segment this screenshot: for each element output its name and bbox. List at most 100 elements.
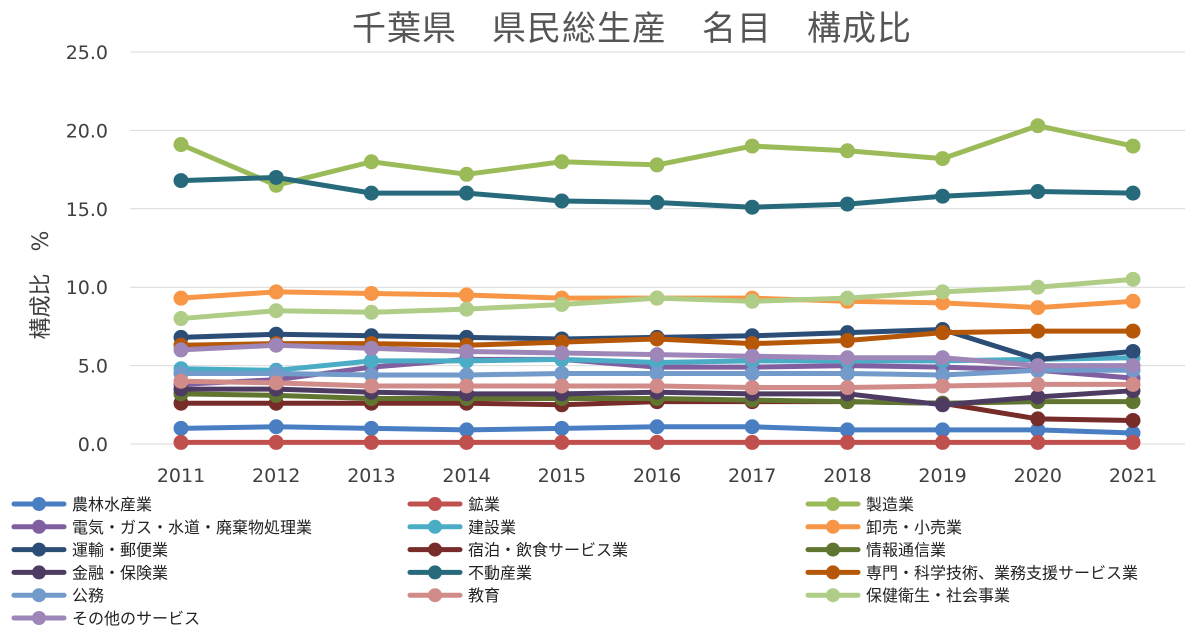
x-tick-label: 2017 [728,465,776,487]
legend-item: 鉱業 [407,495,500,514]
legend-swatch-marker [826,542,840,557]
data-point [1030,434,1046,450]
legend-item: 農林水産業 [11,495,152,514]
data-point [744,380,760,396]
data-point [744,336,760,352]
data-point [935,188,951,204]
legend-label: 金融・保険業 [72,563,168,582]
y-tick-label: 10.0 [66,277,108,299]
data-point [744,348,760,364]
x-tick-label: 2011 [157,465,205,487]
legend-item: その他のサービス [11,609,200,628]
legend-swatch-marker [428,497,442,511]
series-group [173,118,1141,193]
y-tick-label: 25.0 [66,42,108,64]
legend-label: 電気・ガス・水道・廃棄物処理業 [72,518,312,537]
data-point [363,378,379,394]
data-point [744,365,760,381]
data-point [839,143,855,159]
legend-label: 鉱業 [468,495,500,514]
data-point [839,196,855,212]
legend-label: 保健衛生・社会事業 [866,586,1010,605]
legend-label: 製造業 [866,495,914,514]
x-tick-label: 2013 [347,465,395,487]
data-point [554,334,570,350]
data-point [173,342,189,358]
x-tick-label: 2018 [823,465,871,487]
legend-swatch-marker [32,588,46,603]
data-point [268,434,284,450]
legend-label: 宿泊・飲食サービス業 [468,541,628,560]
legend-swatch-marker [826,565,840,580]
data-point [363,420,379,436]
data-point [744,199,760,215]
data-point [1030,389,1046,405]
data-point [744,434,760,450]
legend-item: 宿泊・飲食サービス業 [407,541,628,560]
legend-swatch-marker [32,542,46,557]
legend-swatch-marker [32,565,46,580]
legend-item: 不動産業 [407,563,532,582]
data-point [1030,300,1046,316]
legend-label: 運輸・郵便業 [72,541,168,560]
x-tick-label: 2021 [1109,465,1157,487]
series-group [173,419,1141,441]
legend-item: 教育 [407,586,500,605]
data-point [554,193,570,209]
data-point [554,296,570,312]
legend-label: 建設業 [468,518,516,537]
x-tick-label: 2019 [918,465,966,487]
data-point [935,295,951,311]
data-point [554,365,570,381]
data-point [839,290,855,306]
y-tick-label: 0.0 [78,434,108,456]
data-point [744,138,760,154]
data-point [459,301,475,317]
data-point [1125,412,1141,428]
data-point [459,166,475,182]
legend-swatch-marker [32,611,46,625]
chart-title: 千葉県 県民総生産 名目 構成比 [352,9,912,49]
legend-swatch-marker [826,519,840,534]
data-point [1125,394,1141,410]
data-point [1030,118,1046,134]
data-point [1125,323,1141,339]
data-point [459,185,475,201]
data-point [839,422,855,438]
data-point [363,353,379,369]
data-point [363,304,379,320]
data-point [935,397,951,413]
data-point [459,287,475,303]
data-point [554,420,570,436]
data-point [459,422,475,438]
legend-item: 運輸・郵便業 [11,541,168,560]
data-point [268,337,284,353]
legend-item: 建設業 [407,518,516,537]
legend-item: 卸売・小売業 [805,518,962,537]
data-point [1125,271,1141,287]
data-point [1125,376,1141,392]
data-point [363,367,379,383]
legend-label: 教育 [468,586,500,605]
legend-swatch-marker [826,497,840,511]
data-point [1030,323,1046,339]
data-point [363,285,379,301]
data-point [935,325,951,341]
data-point [268,169,284,185]
data-point [1125,293,1141,309]
series-lines [173,118,1141,450]
data-point [363,434,379,450]
legend-label: その他のサービス [72,609,200,628]
data-point [459,343,475,359]
data-point [459,434,475,450]
data-point [649,434,665,450]
legend-swatch-marker [826,588,840,603]
data-point [173,373,189,389]
data-point [935,422,951,438]
data-point [839,350,855,366]
series-group [173,373,1141,396]
data-point [268,419,284,435]
data-point [1030,376,1046,392]
